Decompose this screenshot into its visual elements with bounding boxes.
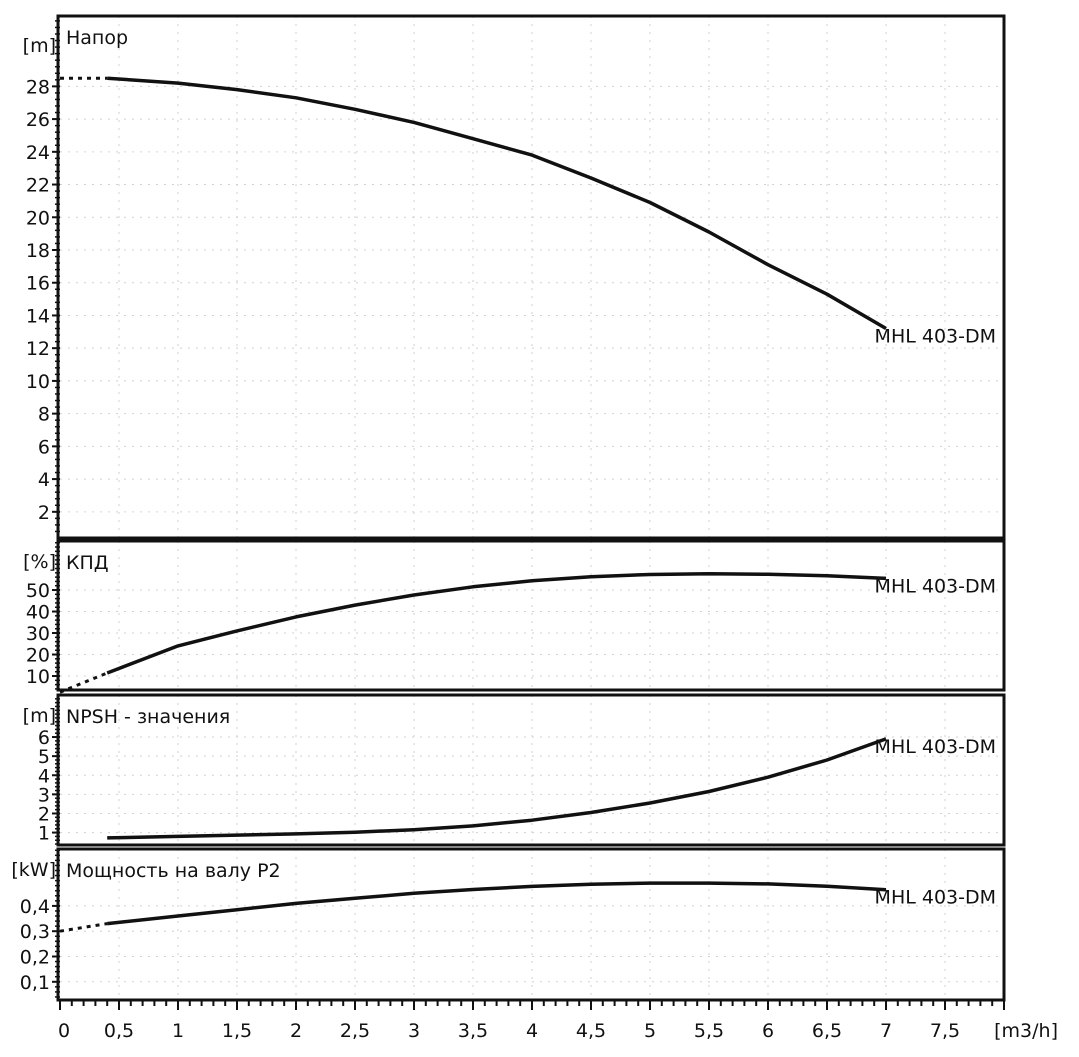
y-tick-label: 3 bbox=[38, 784, 50, 806]
x-tick-label: 1 bbox=[172, 1020, 184, 1042]
y-tick-label: 4 bbox=[38, 469, 50, 491]
y-tick-label: 4 bbox=[38, 765, 50, 787]
y-axis-unit: [%] bbox=[23, 551, 56, 573]
x-tick-label: 7 bbox=[880, 1020, 892, 1042]
y-tick-label: 20 bbox=[26, 645, 50, 667]
y-axis-unit: [kW] bbox=[11, 859, 56, 881]
x-axis-label: [m3/h] bbox=[994, 1020, 1058, 1042]
y-tick-label: 28 bbox=[26, 76, 50, 98]
series-line bbox=[106, 571, 887, 675]
panel-3: 0,1 0,2 0,3 0,4 [kW] Мощность на валу P2 MHL 4… bbox=[11, 847, 1006, 1002]
y-tick-label: 30 bbox=[26, 623, 50, 645]
x-tick-label: 2 bbox=[290, 1020, 302, 1042]
series-line bbox=[107, 76, 887, 331]
curve-label: MHL 403-DM bbox=[875, 736, 996, 758]
panel-title: NPSH - значения bbox=[66, 706, 230, 728]
y-tick-label: 6 bbox=[38, 727, 50, 749]
curve-label: MHL 403-DM bbox=[875, 326, 996, 348]
x-tick-label: 0,5 bbox=[104, 1020, 134, 1042]
y-tick-label: 8 bbox=[38, 404, 50, 426]
panel-frame bbox=[56, 14, 1006, 540]
x-tick-label: 1,5 bbox=[222, 1020, 252, 1042]
y-tick-label: 0,4 bbox=[20, 896, 50, 918]
panel-title: КПД bbox=[66, 552, 109, 574]
x-tick-label: 5,5 bbox=[694, 1020, 724, 1042]
panel-title: Напор bbox=[66, 27, 128, 49]
y-tick-label: 18 bbox=[26, 240, 50, 262]
y-tick-label: 22 bbox=[26, 175, 50, 197]
y-tick-label: 0,1 bbox=[20, 972, 50, 994]
y-tick-label: 26 bbox=[26, 109, 50, 131]
panel-title: Мощность на валу P2 bbox=[66, 860, 281, 882]
x-tick-label: 4,5 bbox=[576, 1020, 606, 1042]
y-tick-label: 20 bbox=[26, 207, 50, 229]
y-tick-label: 14 bbox=[26, 305, 50, 327]
x-tick-label: 6,5 bbox=[812, 1020, 842, 1042]
y-axis-unit: [m] bbox=[23, 35, 56, 57]
y-tick-label: 24 bbox=[26, 142, 50, 164]
y-axis-unit: [m] bbox=[23, 705, 56, 727]
y-tick-label: 16 bbox=[26, 273, 50, 295]
y-tick-label: 6 bbox=[38, 436, 50, 458]
x-tick-label: 2,5 bbox=[340, 1020, 370, 1042]
series-line bbox=[107, 881, 887, 926]
y-tick-label: 10 bbox=[26, 666, 50, 688]
y-tick-label: 50 bbox=[26, 580, 50, 602]
y-tick-label: 2 bbox=[38, 502, 50, 524]
x-tick-label: 3 bbox=[408, 1020, 420, 1042]
panel-frame bbox=[56, 539, 1006, 692]
y-tick-label: 0,2 bbox=[20, 946, 50, 968]
x-tick-label: 6 bbox=[762, 1020, 774, 1042]
x-tick-label: 0 bbox=[58, 1020, 70, 1042]
y-tick-label: 10 bbox=[26, 371, 50, 393]
y-tick-label: 0,3 bbox=[20, 921, 50, 943]
panel-frame bbox=[56, 693, 1006, 847]
y-tick-label: 5 bbox=[38, 746, 50, 768]
x-tick-label: 5 bbox=[644, 1020, 656, 1042]
y-tick-label: 12 bbox=[26, 338, 50, 360]
x-tick-label: 4 bbox=[526, 1020, 538, 1042]
x-tick-label: 7,5 bbox=[930, 1020, 960, 1042]
curve-label: MHL 403-DM bbox=[875, 887, 996, 909]
series-extrapolation bbox=[59, 922, 108, 933]
y-tick-label: 40 bbox=[26, 602, 50, 624]
curve-label: MHL 403-DM bbox=[875, 575, 996, 597]
y-tick-label: 2 bbox=[38, 803, 50, 825]
y-tick-label: 1 bbox=[38, 823, 50, 845]
series-line bbox=[107, 737, 887, 840]
x-tick-label: 3,5 bbox=[458, 1020, 488, 1042]
